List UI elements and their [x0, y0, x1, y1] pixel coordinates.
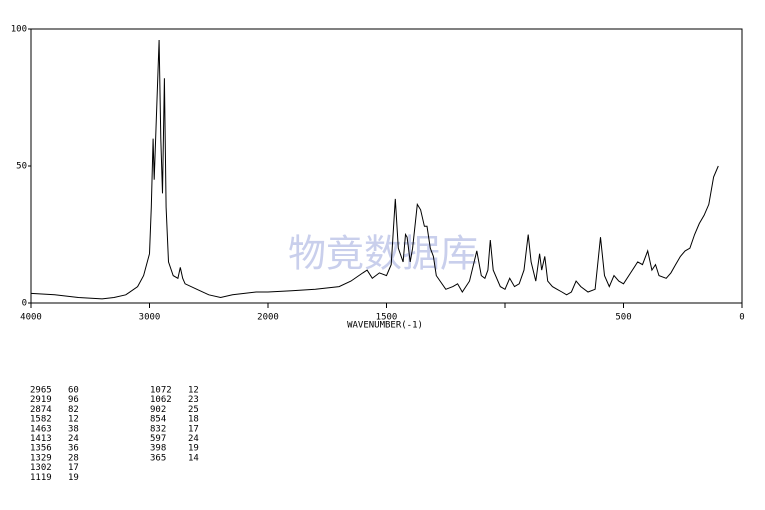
x-tick-label: 0 — [739, 313, 744, 323]
x-tick-label: 3000 — [139, 313, 161, 323]
peak-wavenumber: 597 — [150, 434, 166, 444]
peak-intensity: 36 — [68, 444, 79, 454]
x-tick-label: 2000 — [257, 313, 279, 323]
y-tick-label: 50 — [16, 162, 27, 172]
peak-wavenumber: 832 — [150, 424, 166, 434]
x-tick-label: 500 — [615, 313, 631, 323]
peak-intensity: 28 — [68, 453, 79, 463]
peak-wavenumber: 365 — [150, 453, 166, 463]
x-tick-label: 1500 — [376, 313, 398, 323]
peak-intensity: 60 — [68, 386, 79, 396]
peak-wavenumber: 1119 — [30, 473, 52, 483]
peak-wavenumber: 854 — [150, 415, 166, 425]
peak-intensity: 12 — [188, 386, 199, 396]
peak-wavenumber: 1302 — [30, 463, 52, 473]
peak-intensity: 82 — [68, 405, 79, 415]
peak-intensity: 17 — [188, 424, 199, 434]
peak-intensity: 96 — [68, 395, 79, 405]
peak-intensity: 25 — [188, 405, 199, 415]
peak-wavenumber: 2874 — [30, 405, 52, 415]
peak-wavenumber: 2919 — [30, 395, 52, 405]
x-axis-label: WAVENUMBER(-1) — [347, 321, 423, 331]
peak-intensity: 12 — [68, 415, 79, 425]
peak-wavenumber: 1582 — [30, 415, 52, 425]
peak-wavenumber: 1463 — [30, 424, 52, 434]
peak-intensity: 24 — [188, 434, 199, 444]
peak-intensity: 14 — [188, 453, 199, 463]
peak-intensity: 18 — [188, 415, 199, 425]
spectrum-line — [30, 39, 719, 300]
peak-wavenumber: 398 — [150, 444, 166, 454]
peak-wavenumber: 1062 — [150, 395, 172, 405]
peak-intensity: 23 — [188, 395, 199, 405]
peak-wavenumber: 2965 — [30, 386, 52, 396]
peak-wavenumber: 1356 — [30, 444, 52, 454]
watermark: 物竟数据库 — [288, 232, 478, 276]
peak-intensity: 17 — [68, 463, 79, 473]
peak-intensity: 19 — [68, 473, 79, 483]
peak-wavenumber: 1413 — [30, 434, 52, 444]
peak-wavenumber: 902 — [150, 405, 166, 415]
peak-wavenumber: 1072 — [150, 386, 172, 396]
peak-intensity: 19 — [188, 444, 199, 454]
y-tick-label: 100 — [11, 25, 27, 35]
peak-intensity: 38 — [68, 424, 79, 434]
peak-wavenumber: 1329 — [30, 453, 52, 463]
peak-intensity: 24 — [68, 434, 79, 444]
x-tick-label: 4000 — [20, 313, 42, 323]
y-tick-label: 0 — [22, 299, 27, 309]
